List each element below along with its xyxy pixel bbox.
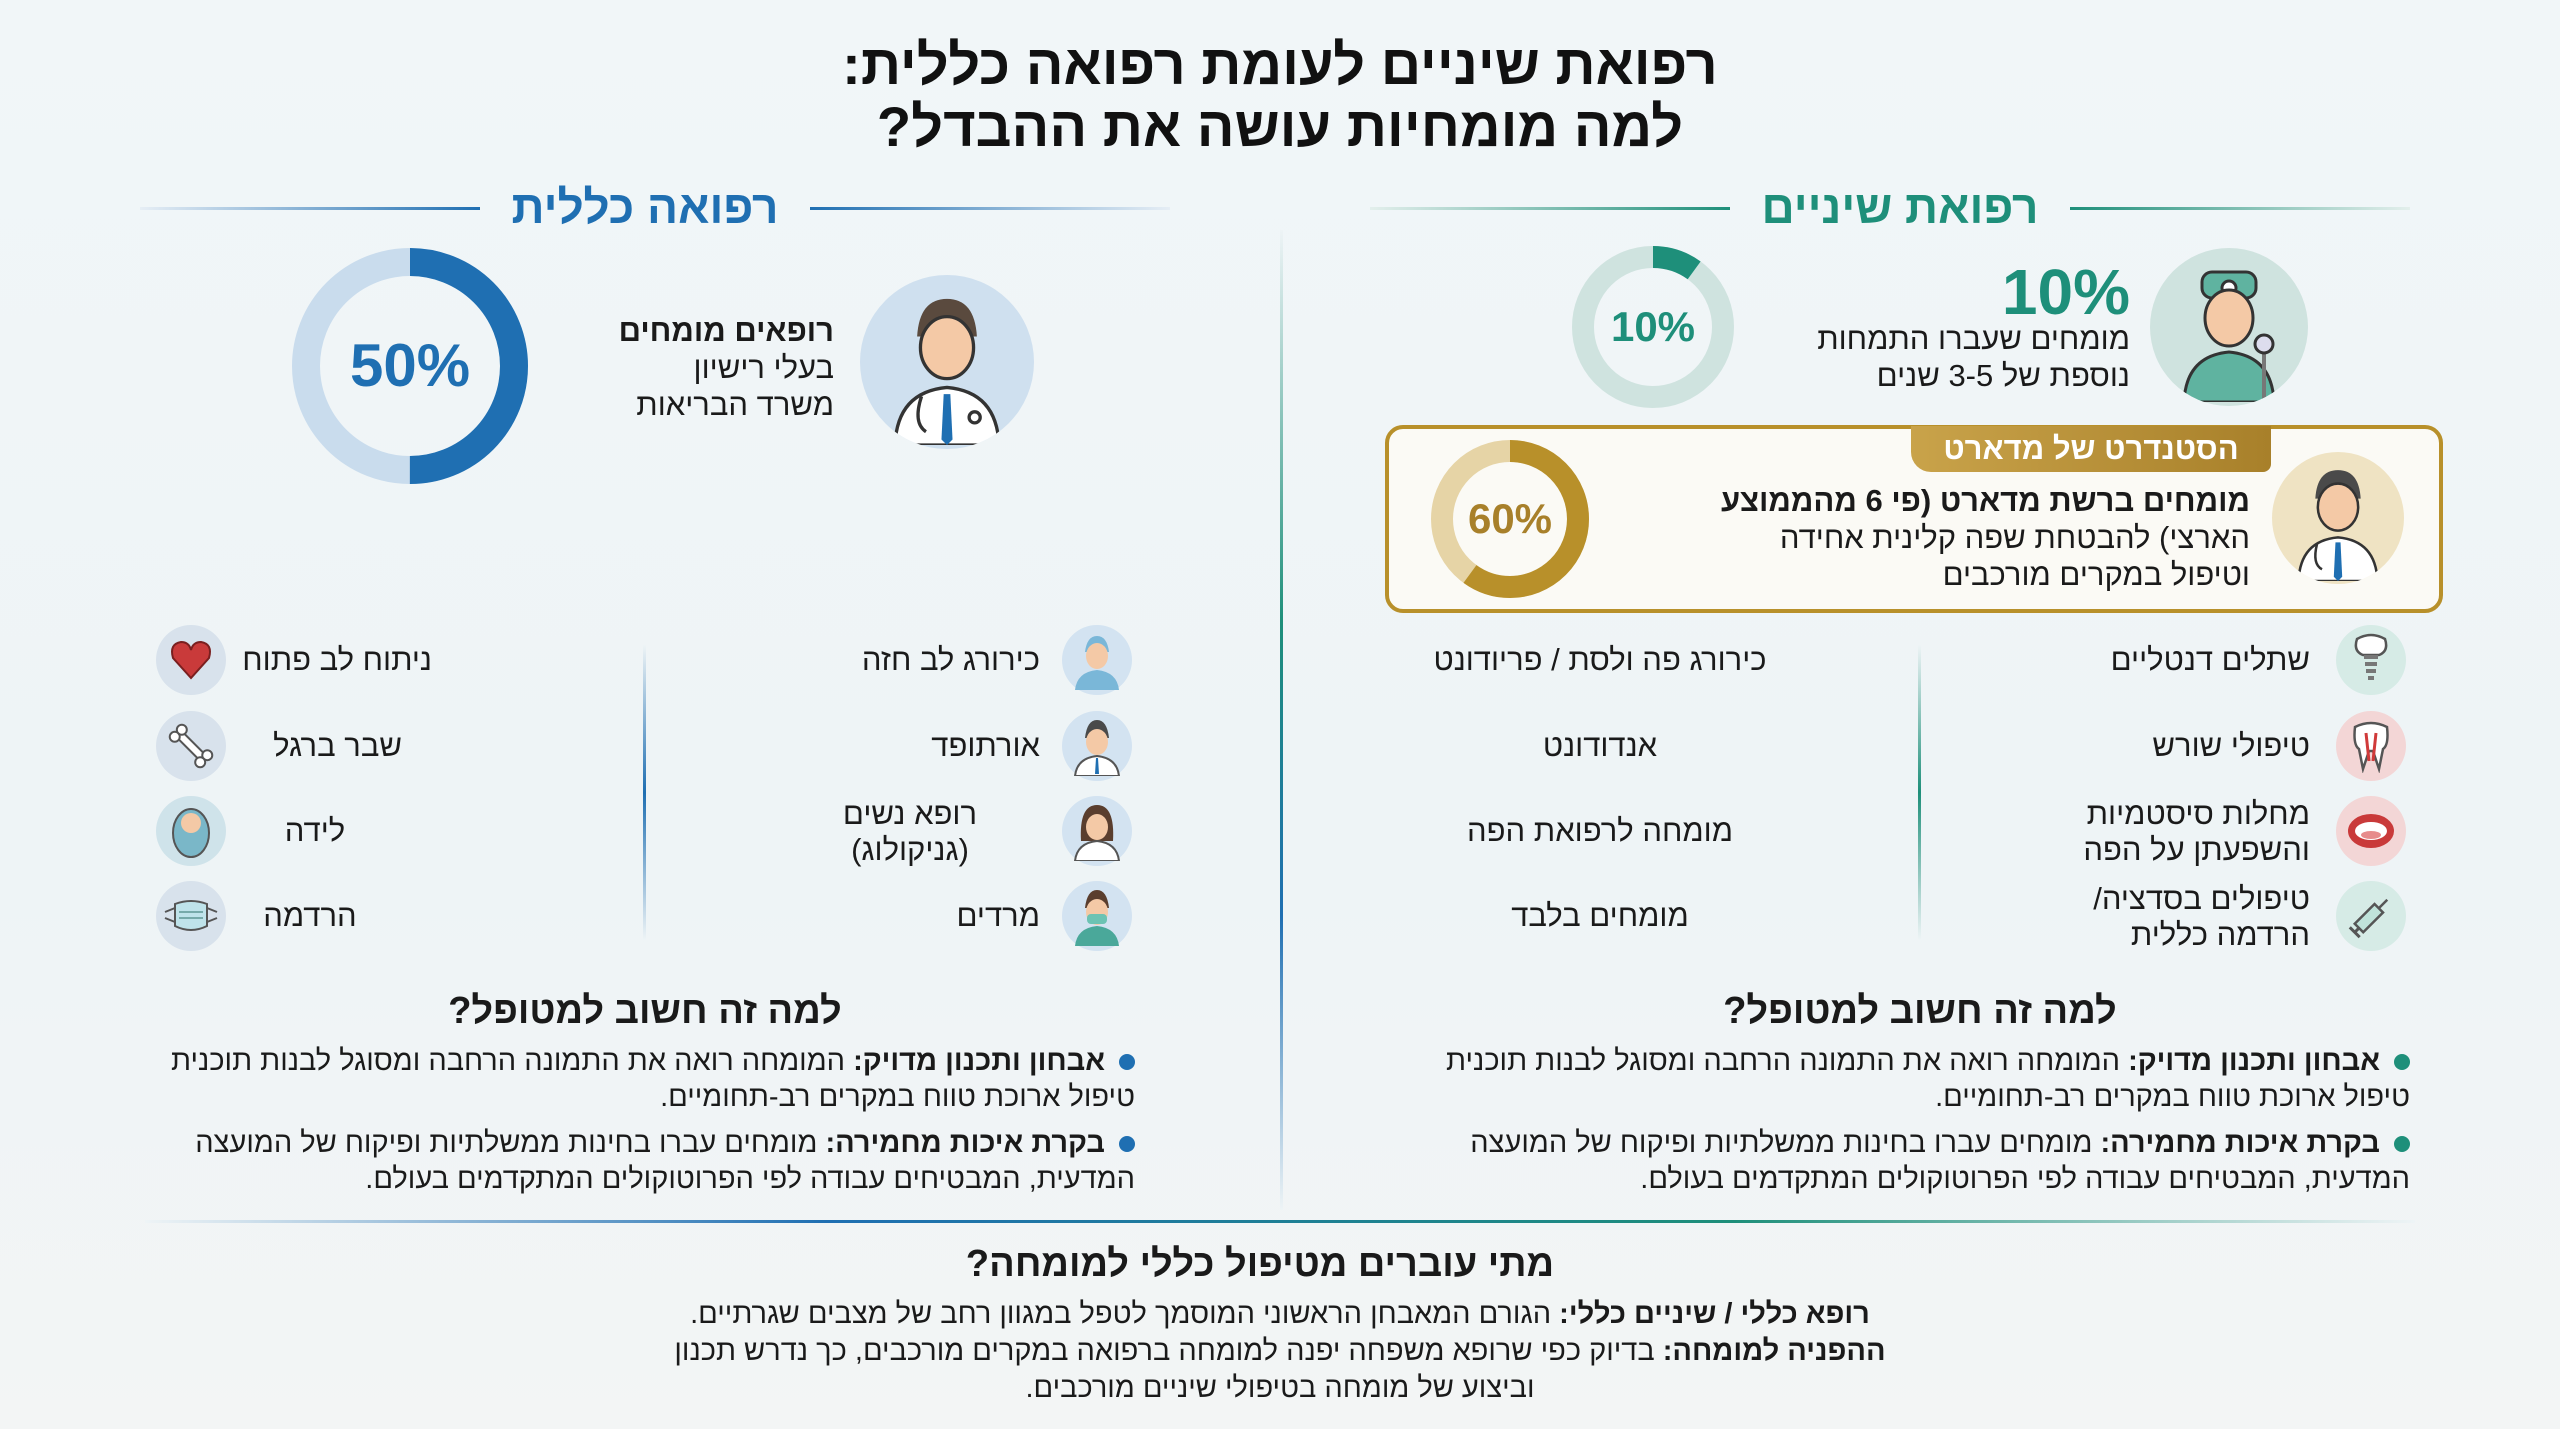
main-title-line-2: למה מומחיות עושה את ההבדל? (876, 95, 1684, 158)
dentist-avatar-icon (2150, 248, 2308, 406)
dental-specialist-label: כירורג פה ולסת / פריודונט (1433, 642, 1767, 677)
general-case-label: הרדמה (263, 898, 357, 933)
dental-list-divider (1918, 645, 1921, 940)
dental-why-bullet: בקרת איכות מחמירה: מומחים עברו בחינות ממ… (1400, 1125, 2410, 1197)
dental-header-line-left (1370, 207, 1730, 210)
baby-icon (156, 796, 226, 866)
mask-icon (156, 881, 226, 951)
center-divider (1280, 230, 1283, 1210)
general-stat-text-bold: רופאים מומחים (618, 313, 834, 348)
syringe-icon (2336, 881, 2406, 951)
dental-10-donut-label: 10% (1611, 303, 1695, 350)
general-stat-text: רופאים מומחים בעלי רישיון משרד הבריאות (520, 312, 834, 423)
madart-60-donut-label: 60% (1468, 495, 1552, 542)
general-why-bullet: אבחון ותכנון מדויק: המומחה רואה את התמונ… (150, 1043, 1135, 1115)
general-header-line-right (810, 207, 1170, 210)
donut-fill (292, 248, 528, 484)
bullet-text: המומחה רואה את התמונה הרחבה ומסוגל לבנות… (1446, 1045, 2410, 1113)
general-doctor-avatar-icon (860, 275, 1034, 449)
tooth-root-icon (2336, 711, 2406, 781)
general-list-divider (643, 645, 646, 940)
bullet-text: מומחים עברו בחינות ממשלתיות ופיקוח של המ… (1470, 1127, 2410, 1195)
general-stat-text-rest: בעלי רישיון משרד הבריאות (636, 350, 834, 422)
bullet-dot-icon (1119, 1136, 1135, 1153)
general-50-donut: 50% (292, 248, 528, 484)
bullet-dot-icon (2394, 1136, 2410, 1153)
madart-text: מומחים ברשת מדארט (פי 6 מהממוצע הארצי) לה… (1640, 482, 2250, 593)
bullet-dot-icon (1119, 1054, 1135, 1071)
anesthesiologist-icon (1062, 881, 1132, 951)
dental-why-title: למה זה חשוב למטופל? (1723, 990, 2117, 1032)
heart-icon (156, 625, 226, 695)
bullet-bold: אבחון ותכנון מדויק: (853, 1045, 1105, 1077)
footer-p2-bold: ההפניה למומחה: (1662, 1335, 1886, 1367)
general-specialist-label: כירורג לב חזה (861, 642, 1040, 677)
surgeon-icon (1062, 625, 1132, 695)
dental-stat-big-value: 10% (2001, 256, 2130, 328)
donut-fill (1572, 246, 1734, 408)
general-case-label: שבר ברגל (273, 728, 402, 763)
general-header-line-left (140, 207, 480, 210)
general-section-header: רפואה כללית (511, 181, 779, 233)
footer-p2-text: בדיוק כפי שרופא משפחה יפנה למומחה ברפואה… (674, 1335, 1663, 1404)
dental-why-bullet: אבחון ותכנון מדויק: המומחה רואה את התמונ… (1400, 1043, 2410, 1115)
dental-case-label: מחלות סיסטמיות והשפעתן על הפה (2083, 796, 2310, 867)
donut-fill (1431, 440, 1589, 598)
footer-p1-text: הגורם המאבחן הראשוני המוסמך לטפל במגוון … (690, 1298, 1560, 1330)
general-case-label: ניתוח לב פתוח (242, 642, 432, 677)
bullet-dot-icon (2394, 1054, 2410, 1071)
footer-p1-bold: רופא כללי / שיניים כללי: (1559, 1298, 1870, 1330)
dental-specialist-label: מומחה לרפואת הפה (1466, 813, 1734, 848)
bullet-bold: בקרת איכות מחמירה: (2100, 1127, 2380, 1159)
madart-doctor-avatar-icon (2272, 452, 2404, 584)
bone-icon (156, 711, 226, 781)
mouth-icon (2336, 796, 2406, 866)
dental-10-donut: 10% (1572, 246, 1734, 408)
footer-divider (145, 1220, 2415, 1223)
footer-title: מתי עוברים מטיפול כללי למומחה? (965, 1243, 1555, 1285)
bullet-text: מומחים עברו בחינות ממשלתיות ופיקוח של המ… (195, 1127, 1135, 1195)
footer-paragraph-2: ההפניה למומחה: בדיוק כפי שרופא משפחה יפנ… (650, 1333, 1910, 1407)
madart-text-bold: מומחים ברשת מדארט (פי 6 מהממוצע (1720, 483, 2250, 518)
dental-stat-text: מומחים שעברו התמחות נוספת של 3-5 שנים (1817, 321, 2130, 393)
general-case-label: לידה (284, 813, 346, 848)
dental-case-label: שתלים דנטליים (2110, 642, 2310, 677)
main-title-line-1: רפואת שיניים לעומת רפואה כללית: (842, 33, 1718, 96)
general-specialist-label: רופא נשים (גניקולוג) (842, 796, 978, 867)
general-specialist-label: אורתופד (931, 728, 1040, 763)
bullet-bold: אבחון ותכנון מדויק: (2128, 1045, 2380, 1077)
general-why-title: למה זה חשוב למטופל? (448, 990, 842, 1032)
bullet-text: המומחה רואה את התמונה הרחבה ומסוגל לבנות… (171, 1045, 1135, 1113)
female-doctor-icon (1062, 796, 1132, 866)
doctor-icon (1062, 711, 1132, 781)
madart-60-donut: 60% (1431, 440, 1589, 598)
madart-badge: הסטנדרט של מדארט (1911, 426, 2271, 472)
general-why-bullet: בקרת איכות מחמירה: מומחים עברו בחינות ממ… (150, 1125, 1135, 1197)
dental-specialist-label: מומחים בלבד (1511, 898, 1689, 933)
general-specialist-label: מרדים (956, 898, 1041, 933)
dental-section-header: רפואת שיניים (1761, 181, 2039, 233)
bullet-bold: בקרת איכות מחמירה: (825, 1127, 1105, 1159)
general-50-donut-label: 50% (350, 332, 470, 399)
dental-case-label: טיפולים בסדציה/ הרדמה כללית (2093, 881, 2310, 952)
footer-paragraph-1: רופא כללי / שיניים כללי: הגורם המאבחן הר… (650, 1296, 1910, 1333)
footer-text: רופא כללי / שיניים כללי: הגורם המאבחן הר… (650, 1296, 1910, 1407)
madart-text-rest: הארצי) להבטחת שפה קלינית אחידה וטיפול במ… (1779, 520, 2250, 592)
dental-case-label: טיפולי שורש (2152, 728, 2310, 763)
dental-implant-icon (2336, 625, 2406, 695)
dental-specialist-label: אנדודונט (1542, 728, 1658, 763)
dental-header-line-right (2070, 207, 2410, 210)
